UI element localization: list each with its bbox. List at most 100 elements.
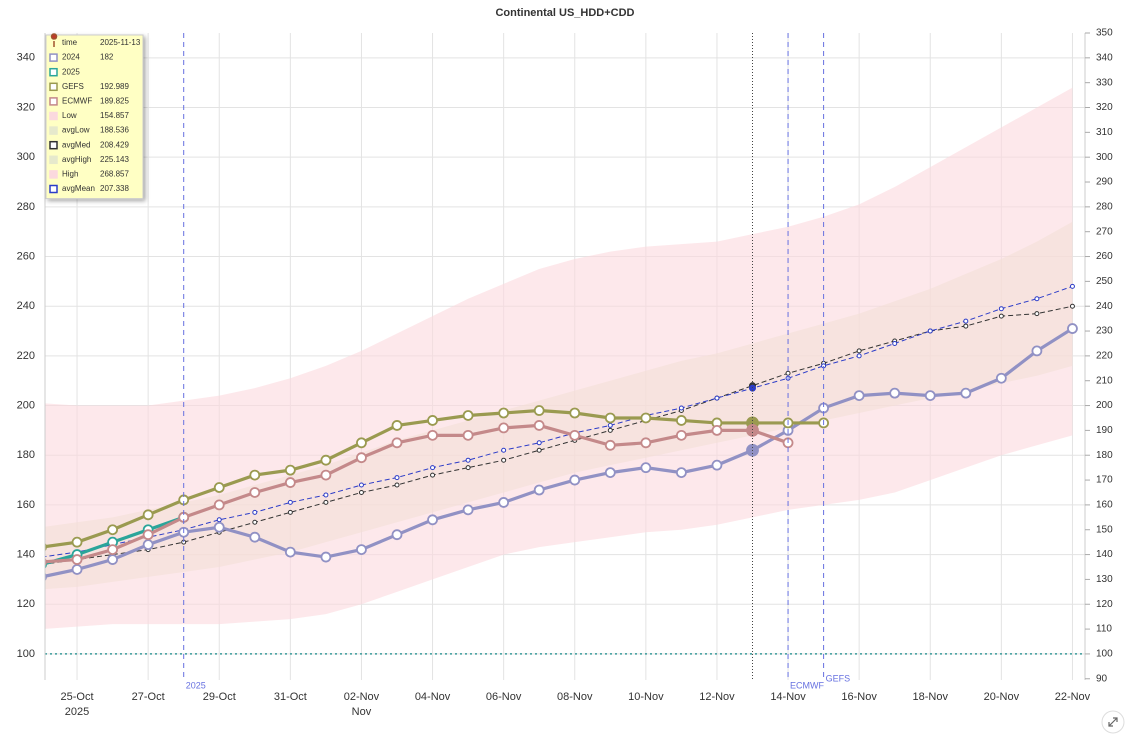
y2-tick-label: 90 bbox=[1096, 673, 1108, 684]
y2-tick-label: 350 bbox=[1096, 28, 1113, 39]
y-tick-label: 140 bbox=[17, 548, 35, 560]
point bbox=[498, 407, 510, 419]
point bbox=[216, 517, 222, 523]
x-tick-label: 22-Nov bbox=[1055, 691, 1091, 703]
point bbox=[498, 422, 510, 434]
point bbox=[358, 489, 364, 495]
series-line bbox=[45, 327, 1074, 578]
point bbox=[287, 509, 293, 515]
y-tick-label: 120 bbox=[17, 598, 35, 610]
legend-label: avgHigh bbox=[62, 155, 91, 164]
point bbox=[640, 412, 652, 424]
x-tick-label: 20-Nov bbox=[984, 691, 1020, 703]
point bbox=[604, 412, 616, 424]
legend-swatch bbox=[49, 140, 58, 150]
point bbox=[640, 462, 652, 474]
y-tick-label: 220 bbox=[17, 350, 35, 362]
point bbox=[676, 467, 687, 479]
x-tick-label: 12-Nov bbox=[699, 691, 735, 703]
point bbox=[391, 529, 403, 541]
y-tick-label: 200 bbox=[17, 399, 35, 411]
y2-tick-label: 190 bbox=[1096, 425, 1113, 436]
tooltip-value: 192.989 bbox=[100, 82, 129, 91]
legend-label: High bbox=[62, 170, 78, 179]
point bbox=[569, 474, 581, 486]
legend-swatch bbox=[49, 170, 58, 179]
legend-swatch bbox=[49, 184, 58, 194]
point bbox=[213, 499, 225, 511]
legend-label: GEFS bbox=[62, 82, 84, 91]
point bbox=[501, 447, 507, 453]
point bbox=[963, 323, 969, 329]
x-tick-label: 14-Nov bbox=[770, 691, 806, 703]
expand-icon[interactable] bbox=[1108, 717, 1118, 727]
legend-swatch bbox=[49, 155, 58, 165]
point bbox=[249, 487, 261, 498]
point bbox=[995, 372, 1007, 384]
legend-swatch bbox=[49, 126, 58, 135]
expand-button[interactable] bbox=[1101, 710, 1125, 734]
tooltip-value: 189.825 bbox=[100, 97, 129, 106]
point bbox=[320, 469, 332, 481]
chart-title: Continental US_HDD+CDD bbox=[495, 7, 634, 19]
point bbox=[430, 472, 436, 478]
point bbox=[142, 529, 154, 541]
tooltip-bg bbox=[45, 34, 144, 200]
tooltip-value: 154.857 bbox=[100, 111, 129, 120]
point bbox=[249, 531, 261, 543]
band-area bbox=[45, 87, 1073, 629]
point bbox=[71, 554, 83, 565]
point bbox=[427, 429, 438, 441]
legend-label: ECMWF bbox=[62, 97, 92, 106]
tooltip-value: 208.429 bbox=[100, 140, 129, 149]
point bbox=[924, 390, 936, 402]
point bbox=[889, 387, 901, 399]
point bbox=[607, 422, 613, 428]
point bbox=[252, 519, 258, 525]
time-icon bbox=[50, 33, 58, 47]
x-tick-label: 29-Oct bbox=[203, 691, 236, 703]
y2-tick-label: 280 bbox=[1096, 201, 1113, 212]
y-tick-label: 260 bbox=[17, 250, 35, 262]
axes: 100 120 140 160 180 200 220 240 260 280 300 320 340 9… bbox=[17, 28, 1113, 718]
x-tick-label: 25-Oct bbox=[61, 691, 94, 703]
y2-tick-label: 250 bbox=[1096, 276, 1113, 287]
y-tick-label: 340 bbox=[17, 52, 35, 64]
point bbox=[394, 482, 400, 488]
point bbox=[284, 464, 296, 476]
point bbox=[569, 429, 581, 441]
y2-tick-label: 220 bbox=[1096, 351, 1113, 362]
tooltip-label: time bbox=[62, 38, 78, 47]
tooltip-value: 268.857 bbox=[100, 170, 129, 179]
series-line bbox=[45, 305, 1073, 565]
point bbox=[533, 484, 545, 496]
x-tick-label: 08-Nov bbox=[557, 691, 593, 703]
y2-tick-label: 330 bbox=[1096, 77, 1113, 88]
y2-tick-label: 300 bbox=[1096, 152, 1113, 163]
point bbox=[213, 482, 225, 493]
y2-tick-label: 240 bbox=[1096, 301, 1113, 312]
tooltip: time 2025-11-13 2024 182 2025 GEFS 192.989 ECMW… bbox=[45, 33, 144, 200]
point bbox=[711, 459, 723, 471]
point bbox=[856, 348, 862, 354]
tooltip-value: 188.536 bbox=[100, 126, 129, 135]
point bbox=[107, 554, 118, 565]
point bbox=[676, 415, 687, 426]
point bbox=[998, 306, 1004, 312]
point bbox=[462, 429, 474, 441]
point bbox=[284, 477, 296, 488]
tooltip-value: 182 bbox=[100, 53, 114, 62]
point bbox=[1031, 345, 1043, 357]
point bbox=[465, 465, 471, 471]
y-tick-label: 320 bbox=[17, 101, 35, 113]
y2-tick-label: 230 bbox=[1096, 326, 1113, 337]
annotation-label: GEFS bbox=[826, 673, 851, 683]
point bbox=[391, 420, 403, 431]
y2-tick-label: 110 bbox=[1096, 624, 1112, 635]
legend-label: 2025 bbox=[62, 67, 80, 76]
point bbox=[1034, 311, 1040, 317]
point bbox=[853, 390, 865, 402]
x-tick-sublabel: Nov bbox=[352, 706, 372, 718]
point bbox=[604, 439, 616, 451]
